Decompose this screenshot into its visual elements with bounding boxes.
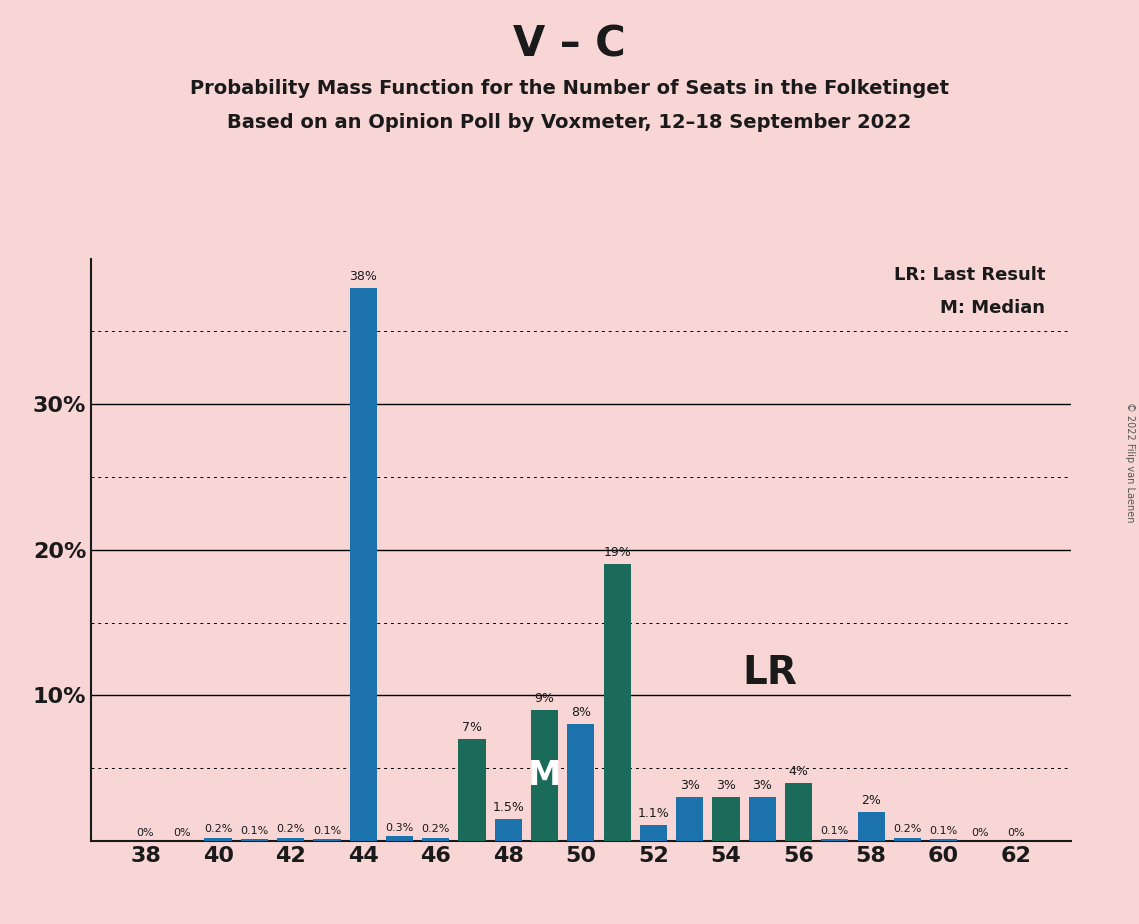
Text: M: Median: M: Median <box>941 299 1046 318</box>
Bar <box>894 838 921 841</box>
Bar <box>240 839 268 841</box>
Bar <box>458 739 485 841</box>
Text: 38%: 38% <box>350 271 377 284</box>
Text: 7%: 7% <box>462 721 482 734</box>
Bar <box>821 839 849 841</box>
Text: 0.2%: 0.2% <box>421 824 450 834</box>
Bar <box>386 836 413 841</box>
Bar <box>785 783 812 841</box>
Bar <box>604 565 631 841</box>
Text: 2%: 2% <box>861 794 882 807</box>
Text: 0.1%: 0.1% <box>929 826 958 835</box>
Text: 0%: 0% <box>173 828 190 838</box>
Text: 0%: 0% <box>972 828 989 838</box>
Bar <box>531 710 558 841</box>
Bar <box>931 839 957 841</box>
Bar <box>350 288 377 841</box>
Bar <box>277 838 304 841</box>
Bar <box>494 819 522 841</box>
Text: 3%: 3% <box>716 779 736 792</box>
Text: 4%: 4% <box>788 764 809 777</box>
Text: V – C: V – C <box>514 23 625 65</box>
Text: 1.5%: 1.5% <box>492 801 524 814</box>
Bar <box>712 797 739 841</box>
Text: 8%: 8% <box>571 706 591 719</box>
Text: 0%: 0% <box>137 828 155 838</box>
Bar <box>748 797 776 841</box>
Text: 1.1%: 1.1% <box>638 807 670 820</box>
Bar <box>640 825 667 841</box>
Text: 9%: 9% <box>534 692 555 705</box>
Text: LR: LR <box>743 654 797 692</box>
Text: Probability Mass Function for the Number of Seats in the Folketinget: Probability Mass Function for the Number… <box>190 79 949 98</box>
Bar <box>677 797 703 841</box>
Bar <box>423 838 450 841</box>
Text: 0.2%: 0.2% <box>893 824 921 834</box>
Text: 3%: 3% <box>680 779 699 792</box>
Text: 3%: 3% <box>753 779 772 792</box>
Text: LR: Last Result: LR: Last Result <box>894 266 1046 284</box>
Text: 0.1%: 0.1% <box>821 826 849 835</box>
Text: 0.3%: 0.3% <box>385 823 413 833</box>
Text: Based on an Opinion Poll by Voxmeter, 12–18 September 2022: Based on an Opinion Poll by Voxmeter, 12… <box>228 113 911 132</box>
Text: 0.1%: 0.1% <box>240 826 269 835</box>
Bar <box>205 838 231 841</box>
Bar <box>313 839 341 841</box>
Text: 0.2%: 0.2% <box>204 824 232 834</box>
Text: © 2022 Filip van Laenen: © 2022 Filip van Laenen <box>1125 402 1134 522</box>
Text: 0.2%: 0.2% <box>277 824 305 834</box>
Bar <box>858 812 885 841</box>
Bar <box>567 724 595 841</box>
Text: 0%: 0% <box>1007 828 1025 838</box>
Text: M: M <box>528 759 562 792</box>
Text: 0.1%: 0.1% <box>313 826 341 835</box>
Text: 19%: 19% <box>604 546 631 559</box>
